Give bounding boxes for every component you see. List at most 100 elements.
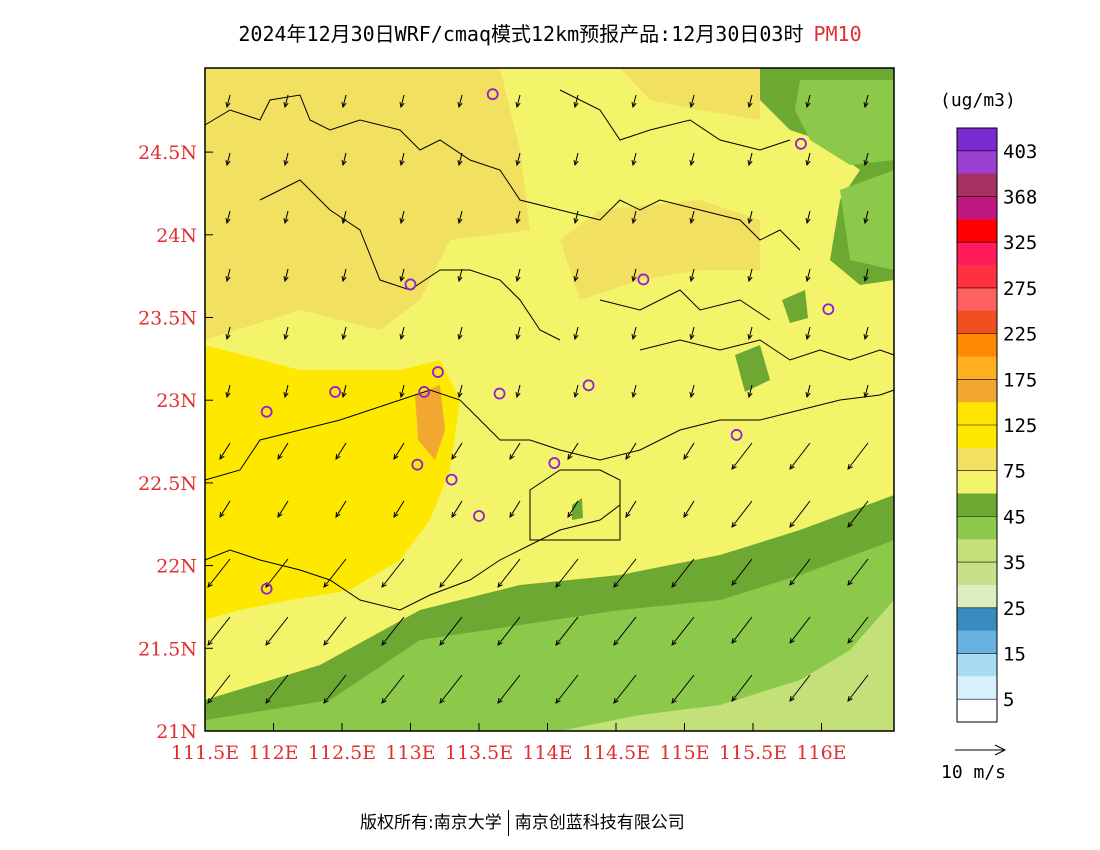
station-marker xyxy=(404,278,417,291)
station-marker xyxy=(822,303,835,316)
wind-arrow-head xyxy=(457,102,463,109)
station-marker xyxy=(431,366,444,378)
wind-arrow-head xyxy=(689,160,695,167)
colorbar-segment xyxy=(957,333,997,357)
wind-arrow xyxy=(226,152,231,166)
wind-arrow-head xyxy=(381,698,387,704)
wind-arrow-head xyxy=(399,102,405,109)
wind-arrow xyxy=(400,94,405,108)
wind-arrow-head xyxy=(625,511,631,518)
station-marker xyxy=(260,405,273,418)
wind-legend-arrow xyxy=(955,744,1007,756)
wind-arrow xyxy=(400,268,405,282)
wind-arrow xyxy=(847,500,869,528)
wind-arrow xyxy=(516,210,521,224)
wind-arrow xyxy=(451,500,463,518)
wind-arrow xyxy=(207,616,231,646)
wind-arrow xyxy=(516,326,521,340)
copyright-label: 版权所有: xyxy=(360,813,434,833)
wind-arrow-head xyxy=(515,160,521,167)
colorbar-label: 125 xyxy=(1003,415,1037,437)
colorbar-segment xyxy=(957,356,997,380)
wind-arrow xyxy=(458,268,463,282)
wind-arrow xyxy=(690,384,695,398)
wind-arrow xyxy=(613,616,637,646)
wind-arrow xyxy=(207,558,231,588)
wind-arrow-head xyxy=(847,580,853,586)
wind-arrow-head xyxy=(805,276,811,283)
lon-tick-label: 112E xyxy=(248,742,298,764)
wind-arrow xyxy=(400,326,405,340)
wind-arrow xyxy=(574,384,579,398)
wind-arrow-head xyxy=(805,218,811,225)
wind-arrow-head xyxy=(323,698,329,704)
wind-arrow-head xyxy=(399,160,405,167)
wind-arrow-head xyxy=(671,582,677,588)
wind-arrow xyxy=(277,500,289,518)
wind-arrow-head xyxy=(283,392,289,399)
wind-arrow xyxy=(555,674,579,704)
wind-arrow xyxy=(284,268,289,282)
wind-arrow-head xyxy=(497,698,503,704)
wind-arrow-head xyxy=(689,276,695,283)
colorbar-label: 45 xyxy=(1003,506,1026,528)
wind-arrow xyxy=(284,152,289,166)
lon-tick-label: 111.5E xyxy=(171,742,239,764)
wind-arrow-head xyxy=(847,464,853,470)
colorbar-segment xyxy=(957,242,997,266)
wind-arrow xyxy=(690,268,695,282)
wind-arrow xyxy=(400,384,405,398)
wind-arrow xyxy=(400,210,405,224)
wind-arrow-head xyxy=(747,218,753,225)
wind-arrow xyxy=(323,674,347,704)
station-marker xyxy=(582,379,595,392)
wind-arrow-head xyxy=(731,580,737,586)
station-marker xyxy=(730,429,743,441)
wind-arrow-head xyxy=(631,276,637,283)
wind-arrow-head xyxy=(457,334,463,341)
title-text: 2024年12月30日WRF/cmaq模式12km预报产品:12月30日03时 xyxy=(238,22,804,46)
wind-arrow xyxy=(847,442,869,470)
wind-arrow-head xyxy=(509,453,515,460)
wind-arrow-head xyxy=(613,582,619,588)
wind-arrow-head xyxy=(731,638,737,644)
field-zone-100-north xyxy=(620,68,760,120)
station-marker xyxy=(260,582,273,595)
wind-arrow-head xyxy=(789,580,795,586)
colorbar-segment xyxy=(957,584,997,609)
wind-arrow-head xyxy=(265,640,271,646)
lat-tick-label: 21.5N xyxy=(138,638,197,660)
colorbar-segment xyxy=(957,470,997,495)
wind-arrow-head xyxy=(335,511,341,518)
wind-arrow xyxy=(567,500,579,518)
wind-arrow xyxy=(509,442,521,460)
map-frame xyxy=(204,67,895,732)
wind-arrow xyxy=(342,268,347,282)
wind-arrow-head xyxy=(747,334,753,341)
wind-arrow xyxy=(516,384,521,398)
station-marker xyxy=(411,458,424,471)
wind-arrow-head xyxy=(567,453,573,460)
wind-arrow xyxy=(789,616,811,644)
boundaries xyxy=(204,89,895,611)
lat-tick-label: 24N xyxy=(156,225,197,247)
wind-arrow xyxy=(789,674,811,702)
boundary-line-3 xyxy=(559,89,791,151)
wind-arrow-head xyxy=(555,582,561,588)
field-zone-25-south xyxy=(560,600,894,731)
wind-arrow xyxy=(690,326,695,340)
latitude-axis: 24.5N 24N 23.5N 23N 22.5N 22N 21.5N 21N xyxy=(138,142,213,743)
wind-arrow-head xyxy=(283,102,289,109)
wind-arrow xyxy=(284,384,289,398)
wind-arrow xyxy=(219,500,231,518)
colorbar-segment xyxy=(957,562,997,586)
colorbar-segment xyxy=(957,607,997,632)
wind-arrow xyxy=(671,558,695,588)
wind-arrow-head xyxy=(683,453,689,460)
colorbar-label: 225 xyxy=(1003,324,1037,346)
wind-arrow-head xyxy=(207,582,213,588)
monitoring-stations xyxy=(260,88,835,595)
wind-arrow-head xyxy=(399,218,405,225)
colorbar-segment xyxy=(957,493,997,517)
colorbar-label: 403 xyxy=(1003,141,1037,163)
